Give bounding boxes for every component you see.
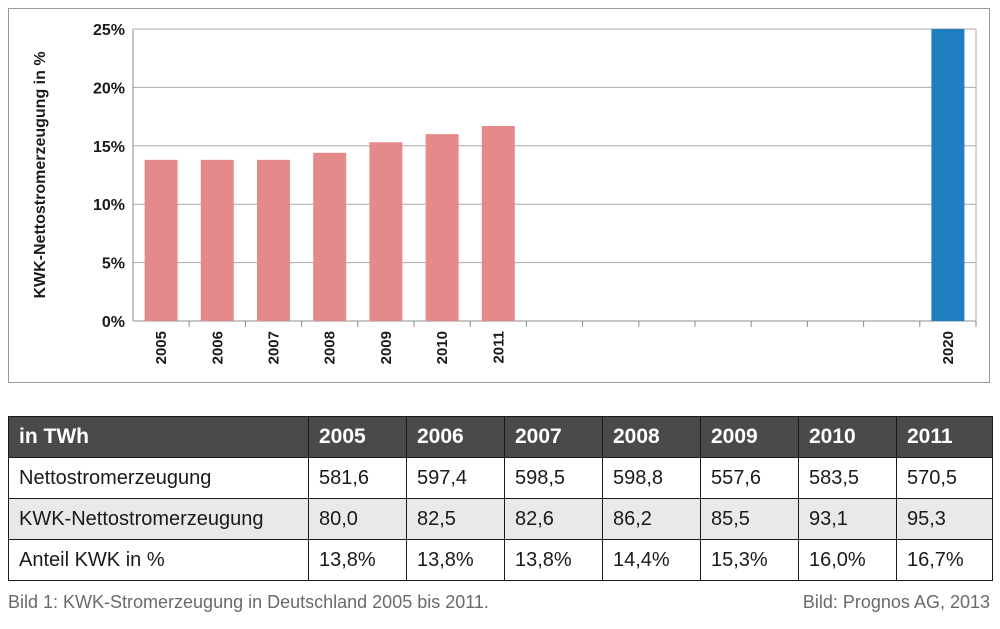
- table-cell: 95,3: [896, 498, 993, 540]
- table-cell: 82,5: [406, 498, 505, 540]
- table-cell: 597,4: [406, 457, 505, 499]
- y-tick-label: 15%: [93, 139, 125, 156]
- table-cell: 93,1: [798, 498, 897, 540]
- y-tick-label: 0%: [102, 314, 125, 331]
- table-cell: 86,2: [602, 498, 701, 540]
- table-cell: Nettostromerzeugung: [8, 457, 309, 499]
- x-tick-label: 2009: [378, 331, 395, 364]
- y-tick-label: 10%: [93, 197, 125, 214]
- table-cell: 557,6: [700, 457, 799, 499]
- data-table: in TWh 2005 2006 2007 2008 2009 2010 201…: [8, 416, 993, 581]
- x-tick-label: 2020: [940, 331, 957, 364]
- table-cell: 598,8: [602, 457, 701, 499]
- image-credit: Bild: Prognos AG, 2013: [802, 592, 990, 612]
- table-cell: 583,5: [798, 457, 897, 499]
- chart-frame: 0% 5% 10% 15% 20% 25% KWK-Nettostromerzeugung …: [8, 8, 990, 383]
- table-header: 2006: [406, 416, 505, 458]
- table-header: 2009: [700, 416, 799, 458]
- table-header: 2005: [308, 416, 407, 458]
- x-tick-label: 2008: [322, 331, 339, 364]
- table-cell: KWK-Nettostromerzeugung: [8, 498, 309, 540]
- table-cell: 598,5: [504, 457, 603, 499]
- table-header: 2008: [602, 416, 701, 458]
- table-row: Anteil KWK in % 13,8% 13,8% 13,8% 14,4% …: [8, 539, 993, 581]
- y-tick-label: 5%: [102, 256, 125, 273]
- table-cell: 14,4%: [602, 539, 701, 581]
- table-cell: 85,5: [700, 498, 799, 540]
- bar: [369, 142, 403, 321]
- table-cell: 581,6: [308, 457, 407, 499]
- table-cell: 13,8%: [406, 539, 505, 581]
- bar: [257, 159, 290, 321]
- x-tick-label: 2005: [153, 331, 170, 364]
- x-tick-label: 2006: [209, 331, 226, 364]
- y-axis-label: KWK-Nettostromerzeugung in %: [32, 51, 49, 298]
- figure-caption: Bild 1: KWK-Stromerzeugung in Deutschlan…: [8, 592, 489, 612]
- bar-chart: 0% 5% 10% 15% 20% 25% KWK-Nettostromerzeugung …: [32, 22, 977, 364]
- x-tick-label: 2010: [434, 331, 451, 364]
- bar: [144, 159, 178, 321]
- x-tick-label: 2007: [266, 331, 283, 364]
- table-cell: 16,7%: [896, 539, 993, 581]
- table-cell: 13,8%: [504, 539, 603, 581]
- x-tick-label: 2011: [490, 331, 507, 364]
- table-header: in TWh: [8, 416, 309, 458]
- bar: [425, 134, 459, 321]
- table-header-row: in TWh 2005 2006 2007 2008 2009 2010 201…: [8, 416, 993, 458]
- y-tick-label: 20%: [93, 80, 125, 97]
- table-cell: 15,3%: [700, 539, 799, 581]
- table-header: 2011: [896, 416, 993, 458]
- table-cell: 80,0: [308, 498, 407, 540]
- table-row: Nettostromerzeugung 581,6 597,4 598,5 59…: [8, 457, 993, 499]
- bar: [200, 159, 234, 321]
- table-cell: 16,0%: [798, 539, 897, 581]
- bar: [481, 125, 515, 321]
- table-cell: 570,5: [896, 457, 993, 499]
- table-header: 2010: [798, 416, 897, 458]
- bar: [931, 29, 965, 321]
- table-cell: Anteil KWK in %: [8, 539, 309, 581]
- y-tick-label: 25%: [93, 22, 125, 39]
- table-cell: 82,6: [504, 498, 603, 540]
- table-header: 2007: [504, 416, 603, 458]
- table-cell: 13,8%: [308, 539, 407, 581]
- bar: [313, 152, 347, 321]
- table-row: KWK-Nettostromerzeugung 80,0 82,5 82,6 8…: [8, 498, 993, 540]
